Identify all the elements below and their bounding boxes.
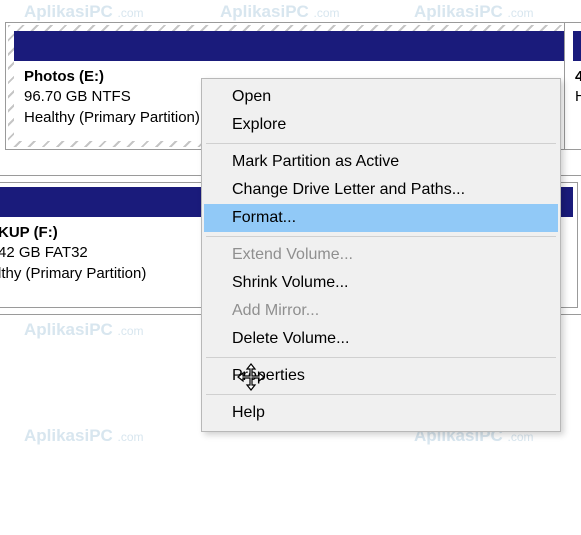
- volume-panel-right-partial[interactable]: 4 H: [564, 22, 581, 150]
- menu-item-shrink-volume[interactable]: Shrink Volume...: [204, 269, 558, 297]
- menu-separator: [206, 143, 556, 144]
- volume-info: 4 H: [567, 61, 581, 116]
- menu-item-explore[interactable]: Explore: [204, 111, 558, 139]
- menu-item-change-drive-letter[interactable]: Change Drive Letter and Paths...: [204, 176, 558, 204]
- context-menu: Open Explore Mark Partition as Active Ch…: [201, 78, 561, 432]
- menu-item-properties[interactable]: Properties: [204, 362, 558, 390]
- volume-header-bar: [14, 31, 569, 61]
- menu-item-open[interactable]: Open: [204, 83, 558, 111]
- menu-item-delete-volume[interactable]: Delete Volume...: [204, 325, 558, 353]
- menu-separator: [206, 357, 556, 358]
- menu-item-extend-volume: Extend Volume...: [204, 241, 558, 269]
- menu-item-mark-active[interactable]: Mark Partition as Active: [204, 148, 558, 176]
- menu-item-format[interactable]: Format...: [204, 204, 558, 232]
- volume-header-bar: [573, 31, 581, 61]
- menu-item-help[interactable]: Help: [204, 399, 558, 427]
- menu-item-add-mirror: Add Mirror...: [204, 297, 558, 325]
- menu-separator: [206, 394, 556, 395]
- menu-separator: [206, 236, 556, 237]
